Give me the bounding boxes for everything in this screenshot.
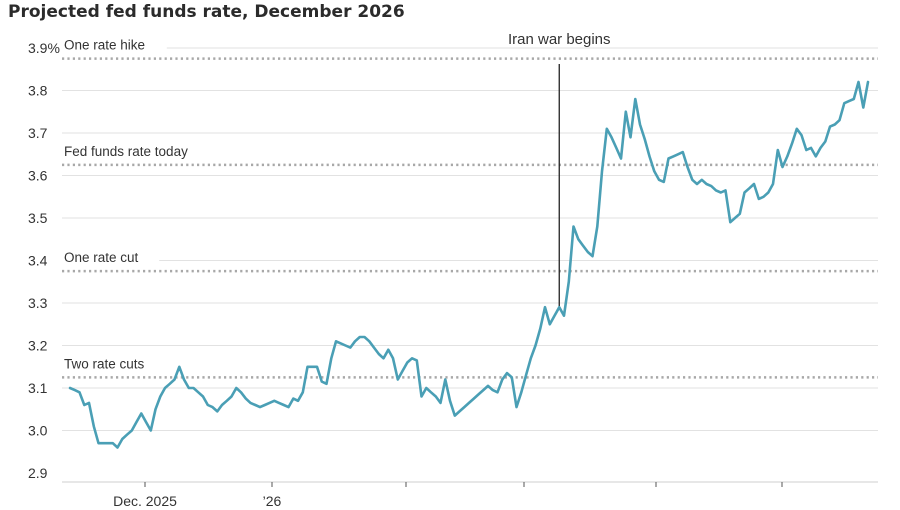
reference-label-bg [62,34,167,53]
y-tick-label: 3.5 [28,210,48,226]
y-tick-label: 3.3 [28,295,48,311]
reference-label: Fed funds rate today [64,144,188,159]
x-tick-label: ’26 [263,493,282,509]
y-tick-label: 3.2 [28,338,48,354]
reference-lines: One rate hike Fed funds rate today One rat… [62,34,878,379]
chart-title: Projected fed funds rate, December 2026 [8,2,405,22]
reference-label: One rate hike [64,38,145,53]
y-tick-label: 2.9 [28,465,48,481]
event-label: Iran war begins [508,31,611,48]
reference-label-bg [62,247,160,266]
gridlines [62,47,878,431]
y-tick-label: 3.0 [28,423,48,439]
event-annotations: Iran war begins [508,31,611,308]
reference-label: Two rate cuts [64,356,145,371]
y-tick-label: 3.9% [28,40,60,56]
reference-label-bg [62,353,167,372]
series-line [68,80,870,449]
y-tick-label: 3.8 [28,83,48,99]
y-tick-label: 3.6 [28,168,48,184]
x-axis: Dec. 2025 ’26 [62,481,878,509]
x-tick-label: Dec. 2025 [113,493,177,509]
reference-label-bg [62,140,220,159]
y-axis: 2.9 3.0 3.1 3.2 3.3 3.4 3.5 3.6 3.7 3.8 3.9% [28,40,60,481]
y-tick-label: 3.7 [28,125,48,141]
y-tick-label: 3.4 [28,253,48,269]
reference-label: One rate cut [64,250,139,265]
y-tick-label: 3.1 [28,380,48,396]
